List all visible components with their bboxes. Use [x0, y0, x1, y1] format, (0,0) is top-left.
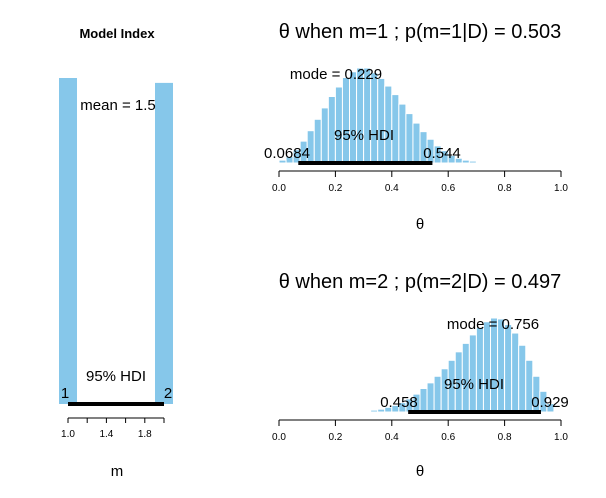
- theta-m1-hdi-high-label: 0.544: [423, 145, 461, 162]
- theta-m2-mode-label: mode = 0.756: [447, 316, 539, 333]
- theta-m2-x-tick-label: 0.0: [272, 432, 286, 443]
- theta-m2-x-tick-label: 0.2: [328, 432, 342, 443]
- theta-m2-histogram-bar: [356, 410, 365, 413]
- model-index-bar-2: [155, 82, 173, 404]
- model-index-panel: Model Index mean = 1.5 95% HDI 1 2 1.0 1.…: [59, 26, 173, 480]
- theta-m2-histogram-bar: [433, 375, 442, 413]
- theta-m2-histogram-bar: [504, 324, 513, 413]
- theta-m2-histogram-bar: [482, 321, 492, 413]
- model-index-x-label: m: [111, 463, 124, 480]
- theta-m1-hdi-label: 95% HDI: [334, 127, 394, 144]
- theta-m2-x-label: θ: [416, 463, 424, 480]
- theta-m1-histogram-bar: [468, 160, 477, 164]
- theta-m2-histogram-bar: [419, 388, 428, 413]
- theta-m2-x-tick-label: 1.0: [554, 432, 568, 443]
- theta-m2-x-tick-label: 0.8: [498, 432, 512, 443]
- theta-m2-histogram-bar: [363, 410, 372, 413]
- theta-m1-histogram-bar: [320, 107, 329, 164]
- theta-m1-panel: θ when m=1 ; p(m=1|D) = 0.503 mode = 0.2…: [264, 21, 568, 233]
- theta-m2-x-ticks: 0.0 0.2 0.4 0.6 0.8 1.0: [272, 420, 568, 443]
- theta-m2-hdi-low-label: 0.458: [380, 394, 418, 411]
- theta-m1-histogram-bar: [398, 103, 407, 164]
- model-index-hdi-high-label: 2: [164, 385, 172, 402]
- model-index-hdi-label: 95% HDI: [86, 368, 146, 385]
- theta-m2-histogram-bar: [511, 332, 520, 413]
- model-index-x-tick-label: 1.4: [99, 429, 113, 440]
- model-index-x-tick-label: 1.8: [138, 429, 152, 440]
- theta-m1-histogram-bar: [370, 72, 379, 164]
- theta-m2-histogram-bar: [468, 334, 477, 413]
- theta-m1-histogram-bar: [349, 71, 358, 164]
- theta-m1-histogram-bar: [412, 122, 421, 164]
- theta-m2-hdi-high-label: 0.929: [531, 394, 569, 411]
- theta-m1-x-tick-label: 0.4: [385, 183, 399, 194]
- theta-m2-histogram-bar: [539, 390, 548, 413]
- theta-m2-histogram-bar: [426, 382, 435, 413]
- theta-m1-x-tick-label: 0.0: [272, 183, 286, 194]
- model-index-mean-label: mean = 1.5: [80, 97, 155, 114]
- theta-m2-title: θ when m=2 ; p(m=2|D) = 0.497: [279, 271, 562, 293]
- theta-m1-x-tick-label: 1.0: [554, 183, 568, 194]
- theta-m2-x-tick-label: 0.6: [441, 432, 455, 443]
- theta-m1-hdi-low-label: 0.0684: [264, 145, 310, 162]
- theta-m1-histogram-bar: [377, 77, 386, 164]
- theta-m1-mode-label: mode = 0.229: [290, 66, 382, 83]
- theta-m1-histogram-bar: [475, 161, 484, 164]
- theta-m2-x-tick-label: 0.4: [385, 432, 399, 443]
- theta-m2-histogram-bar: [475, 326, 484, 413]
- theta-m2-bars: [356, 317, 555, 413]
- theta-m2-histogram-bar: [370, 409, 379, 413]
- theta-m1-histogram-bar: [461, 159, 470, 164]
- theta-m1-x-ticks: 0.0 0.2 0.4 0.6 0.8 1.0: [272, 171, 568, 194]
- theta-m1-x-tick-label: 0.8: [498, 183, 512, 194]
- model-index-x-tick-label: 1.0: [61, 429, 75, 440]
- theta-m2-histogram-bar: [546, 403, 555, 413]
- theta-m1-x-tick-label: 0.2: [328, 183, 342, 194]
- model-index-hdi-low-label: 1: [61, 385, 69, 402]
- theta-m1-x-label: θ: [416, 216, 424, 233]
- theta-m2-histogram-bar: [518, 344, 527, 413]
- theta-m1-histogram-bar: [405, 113, 414, 164]
- theta-m1-histogram-bar: [384, 85, 393, 164]
- model-index-x-ticks: 1.0 1.4 1.8: [61, 418, 165, 440]
- theta-m1-x-tick-label: 0.6: [441, 183, 455, 194]
- model-index-bars: [59, 78, 173, 404]
- model-index-bar-1: [59, 78, 77, 404]
- model-index-title: Model Index: [79, 26, 155, 41]
- theta-m1-histogram-bar: [341, 77, 351, 164]
- theta-m1-histogram-bar: [334, 86, 343, 164]
- theta-m2-hdi-label: 95% HDI: [444, 376, 504, 393]
- theta-m1-histogram-bar: [313, 118, 322, 164]
- theta-m2-panel: θ when m=2 ; p(m=2|D) = 0.497 mode = 0.7…: [272, 271, 569, 480]
- theta-m1-title: θ when m=1 ; p(m=1|D) = 0.503: [279, 21, 562, 43]
